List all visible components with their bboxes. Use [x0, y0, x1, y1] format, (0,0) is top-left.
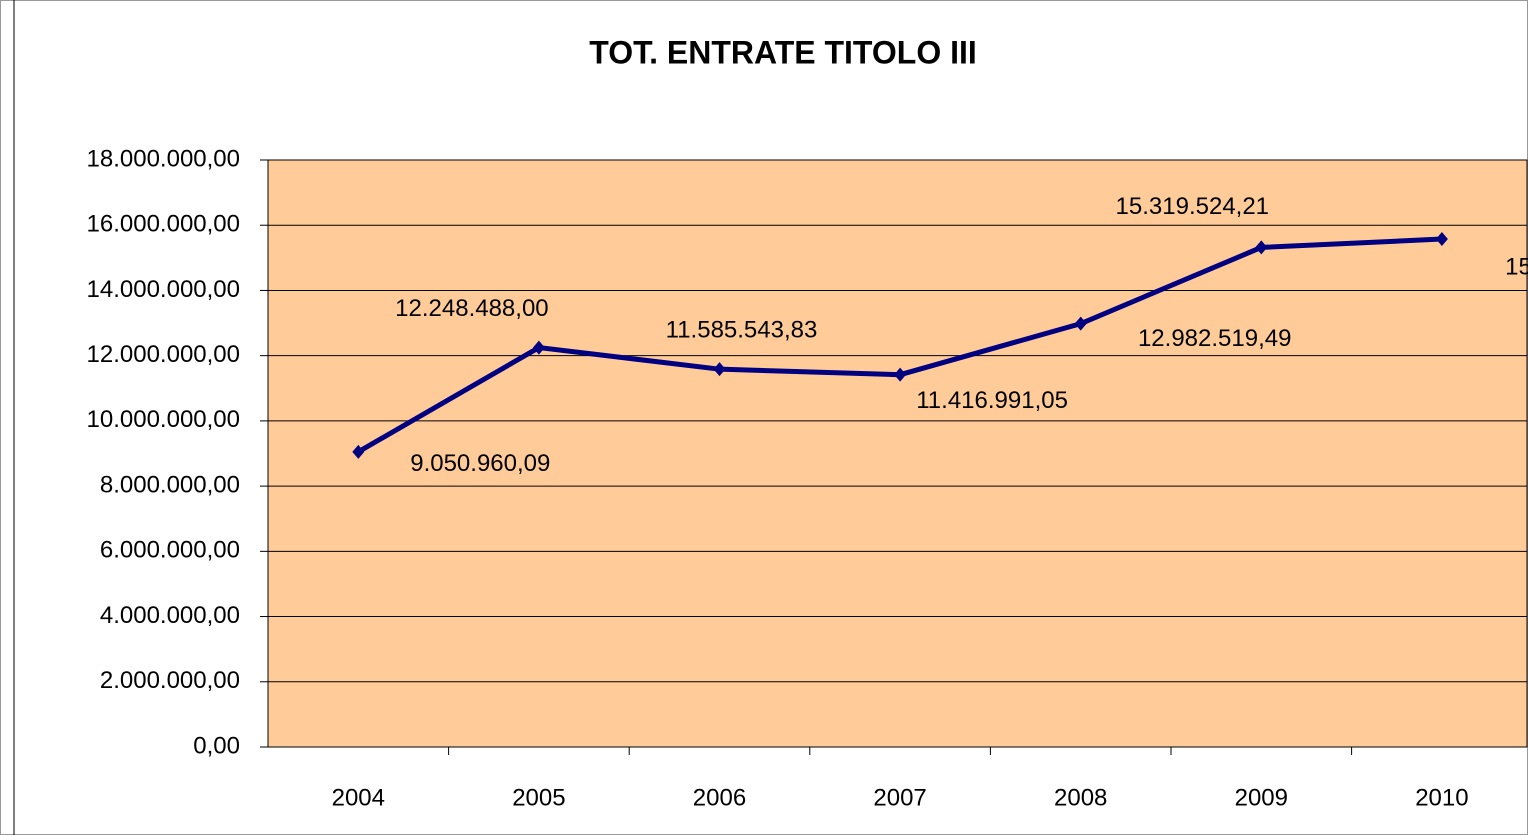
- x-tick-label: 2008: [1054, 784, 1107, 811]
- x-tick-label: 2005: [512, 784, 565, 811]
- data-label: 9.050.960,09: [410, 450, 550, 477]
- y-tick-label: 16.000.000,00: [87, 211, 240, 238]
- marker: [713, 362, 726, 377]
- y-tick-label: 8.000.000,00: [100, 471, 240, 498]
- data-label: 15.575.836,16: [1505, 253, 1528, 280]
- y-tick-label: 2.000.000,00: [100, 667, 240, 694]
- x-tick-label: 2010: [1415, 784, 1468, 811]
- y-tick-label: 10.000.000,00: [87, 406, 240, 433]
- marker: [894, 367, 907, 382]
- data-label: 11.585.543,83: [666, 317, 818, 344]
- y-tick-label: 6.000.000,00: [100, 537, 240, 564]
- y-tick-label: 0,00: [193, 732, 240, 759]
- y-tick-label: 4.000.000,00: [100, 602, 240, 629]
- chart-title: TOT. ENTRATE TITOLO III: [589, 34, 977, 70]
- data-label: 12.248.488,00: [395, 295, 548, 322]
- marker: [1074, 316, 1087, 331]
- marker: [532, 340, 545, 355]
- data-label: 12.982.519,49: [1138, 325, 1291, 352]
- marker: [1435, 232, 1448, 247]
- y-tick-label: 18.000.000,00: [87, 145, 240, 172]
- marker: [1255, 240, 1268, 255]
- y-tick-label: 14.000.000,00: [87, 276, 240, 303]
- y-tick-label: 12.000.000,00: [87, 341, 240, 368]
- data-label: 15.319.524,21: [1116, 193, 1269, 220]
- x-tick-label: 2007: [873, 784, 926, 811]
- plot-area: [267, 159, 1528, 748]
- x-tick-label: 2006: [693, 784, 746, 811]
- data-label: 11.416.991,05: [916, 387, 1068, 414]
- marker: [352, 444, 365, 459]
- x-tick-label: 2004: [332, 784, 385, 811]
- x-tick-label: 2009: [1235, 784, 1288, 811]
